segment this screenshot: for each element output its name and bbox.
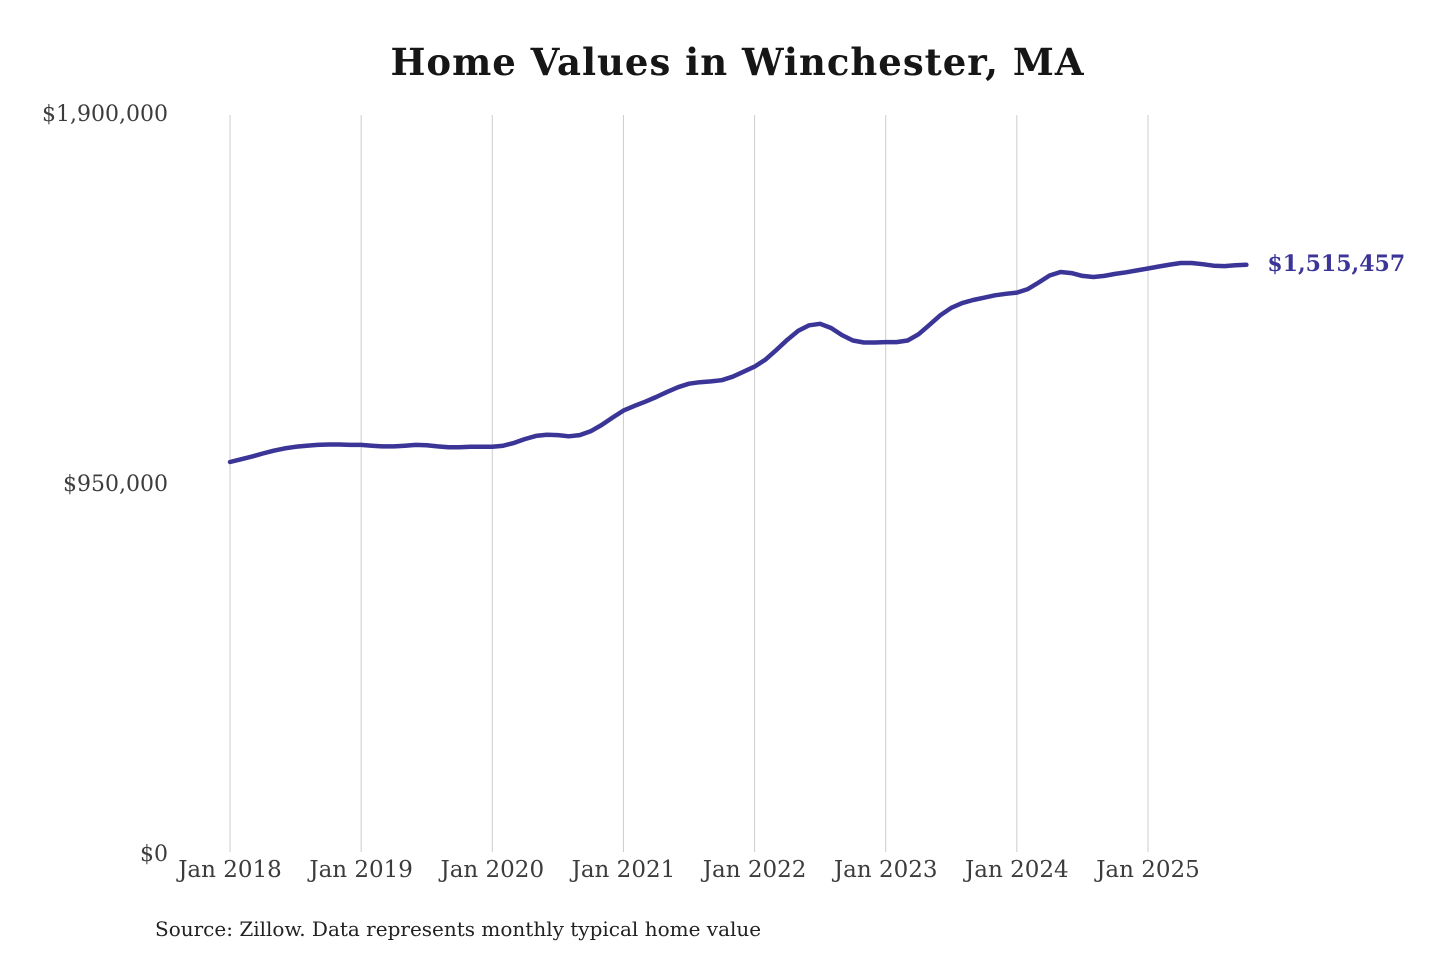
source-note: Source: Zillow. Data represents monthly … — [155, 917, 762, 941]
home-value-line — [227, 260, 1249, 465]
chart-title: Home Values in Winchester, MA — [390, 40, 1085, 84]
x-tick-label: Jan 2021 — [571, 857, 676, 883]
x-tick-label: Jan 2023 — [833, 857, 938, 883]
x-tick-label: Jan 2025 — [1096, 857, 1200, 883]
x-tick-label: Jan 2024 — [965, 857, 1069, 883]
y-tick-label: $1,900,000 — [42, 102, 168, 127]
y-tick-label: $950,000 — [63, 472, 168, 497]
x-tick-label: Jan 2022 — [702, 857, 807, 883]
y-tick-label: $0 — [140, 842, 168, 867]
x-tick-label: Jan 2020 — [440, 857, 545, 883]
latest-value-label: $1,515,457 — [1267, 250, 1406, 277]
x-tick-label: Jan 2019 — [309, 857, 413, 883]
x-tick-label: Jan 2018 — [178, 857, 282, 883]
